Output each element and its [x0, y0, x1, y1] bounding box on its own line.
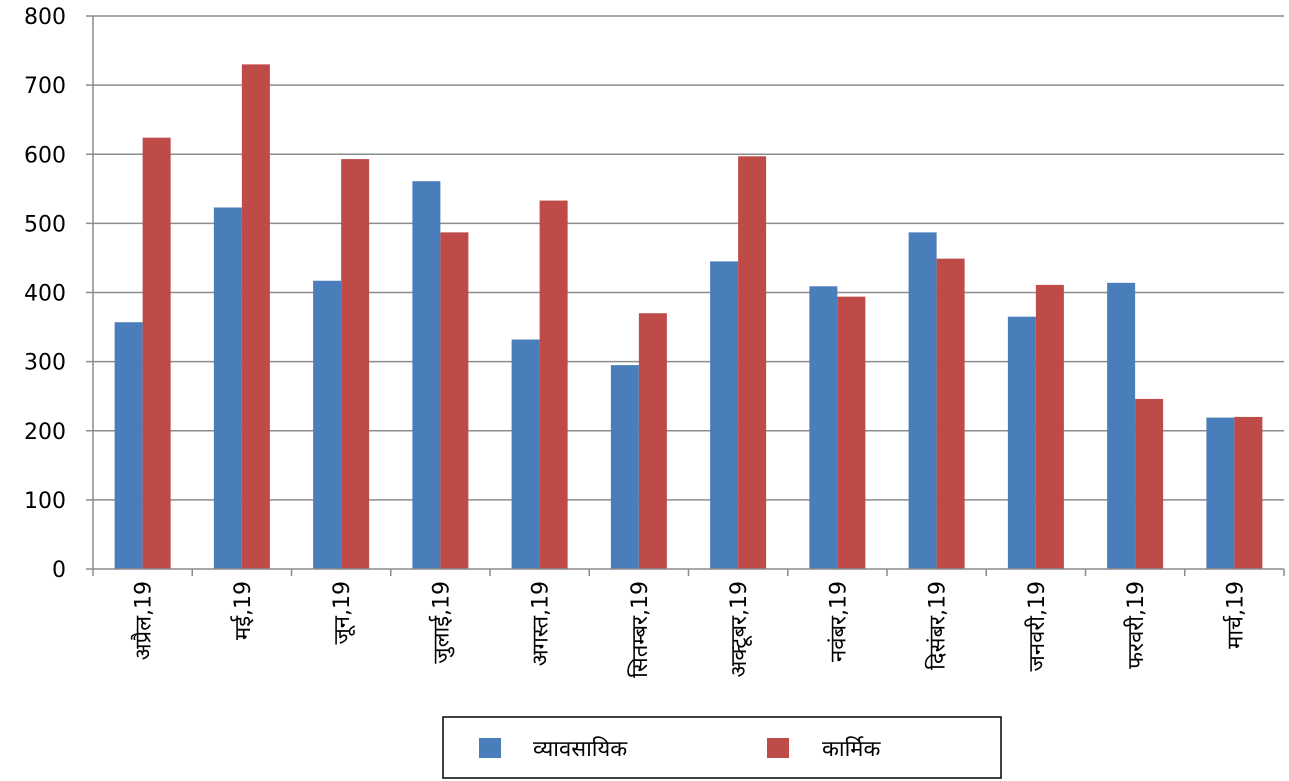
bar-series2 — [738, 156, 767, 570]
legend-box — [442, 716, 1002, 779]
x-tick-label: दिसंबर,19 — [925, 581, 951, 670]
bar-series1 — [710, 261, 739, 569]
legend-swatch-2 — [767, 738, 789, 758]
bar-series2 — [638, 313, 667, 569]
bar-series2 — [341, 159, 370, 569]
legend: व्यावसायिक कार्मिक — [442, 716, 1002, 779]
gridlines — [93, 15, 1284, 501]
bar-series2 — [837, 296, 866, 569]
legend-label-2: कार्मिक — [822, 736, 881, 762]
y-tick-label: 700 — [24, 74, 66, 99]
bar-series1 — [1007, 316, 1036, 569]
x-tick-label: नवंबर,19 — [826, 581, 851, 662]
bar-series1 — [809, 286, 838, 569]
bar-series1 — [908, 232, 937, 569]
x-tick-label: मई,19 — [230, 581, 256, 640]
bar-series1 — [114, 322, 143, 569]
y-tick-label: 300 — [24, 351, 66, 376]
y-tick-label: 500 — [24, 212, 66, 237]
bar-series2 — [440, 232, 469, 569]
y-tick-labels: 0 100 200 300 400 500 600 700 800 — [24, 5, 66, 583]
y-tick-label: 0 — [52, 558, 66, 583]
x-tick-label: फरवरी,19 — [1123, 581, 1149, 669]
bar-series2 — [1234, 416, 1263, 569]
bar-series1 — [511, 339, 540, 569]
bar-series1 — [313, 280, 342, 569]
bar-series1 — [1206, 417, 1235, 569]
legend-swatch-1 — [479, 738, 501, 758]
bar-series1 — [610, 365, 639, 569]
x-tick-label: जून,19 — [330, 581, 356, 645]
x-tick-label: सितम्बर,19 — [627, 581, 653, 678]
x-tick-label: अप्रैल,19 — [131, 581, 157, 660]
bar-series2 — [539, 200, 568, 569]
bar-series2 — [241, 64, 270, 569]
bar-series2 — [142, 137, 171, 569]
bar-series2 — [936, 258, 965, 569]
bar-series2 — [1135, 398, 1164, 569]
x-tick-label: मार्च,19 — [1222, 581, 1248, 649]
y-tick-label: 400 — [24, 282, 66, 307]
x-tick-label: अगस्त,19 — [529, 581, 554, 666]
bar-series1 — [213, 207, 242, 569]
x-tick-label: जनवरी,19 — [1024, 581, 1050, 671]
bar-series2 — [1035, 284, 1064, 569]
y-tick-label: 200 — [24, 420, 66, 445]
y-tick-label: 600 — [24, 143, 66, 168]
bar-series1 — [412, 181, 441, 570]
x-tick-labels: अप्रैल,19 मई,19 जून,19 जुलाई,19 अगस्त,19 सितम… — [131, 581, 1249, 678]
axes — [86, 15, 1285, 576]
legend-label-1: व्यावसायिक — [533, 736, 628, 762]
y-tick-label: 100 — [24, 489, 66, 514]
bars — [114, 64, 1263, 570]
bar-series1 — [1107, 282, 1136, 569]
y-tick-label: 800 — [24, 5, 66, 30]
x-tick-label: जुलाई,19 — [428, 581, 454, 664]
x-tick-label: अक्टूबर,19 — [727, 581, 753, 677]
